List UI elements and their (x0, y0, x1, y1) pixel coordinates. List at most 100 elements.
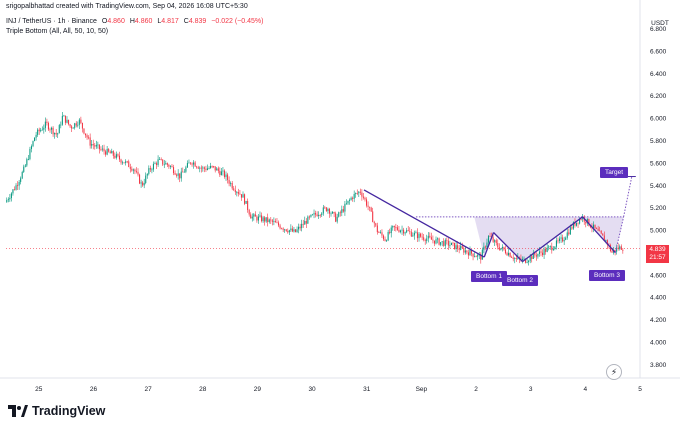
candle-body (264, 217, 266, 222)
candle-body (26, 159, 28, 166)
candle-body (558, 238, 561, 241)
candle-body (20, 178, 22, 182)
candle-body (169, 166, 171, 167)
candle-body (579, 218, 581, 224)
candle-body (146, 173, 148, 176)
candle-body (171, 166, 173, 168)
tradingview-logo-icon (8, 405, 28, 417)
candle-body (600, 230, 602, 234)
price-tick-label: 5.600 (650, 160, 667, 167)
candle-body (528, 260, 530, 263)
candle-body (237, 192, 239, 194)
candle-body (328, 208, 331, 214)
candle-body (273, 221, 275, 222)
brand-name: TradingView (32, 404, 106, 418)
time-tick-label: 29 (254, 386, 262, 393)
candle-body (475, 256, 477, 258)
indicator-name[interactable]: Triple Bottom (All, All, 50, 10, 50) (6, 28, 109, 35)
candle-body (30, 146, 33, 149)
candle-body (149, 168, 151, 170)
candle-body (339, 212, 341, 214)
candle-body (540, 251, 542, 253)
candle-body (200, 167, 202, 169)
price-tick-label: 5.200 (650, 205, 667, 212)
candle-body (481, 249, 483, 260)
candle-body (156, 163, 158, 165)
candle-body (285, 229, 287, 232)
candle-body (580, 218, 582, 220)
candle-body (307, 216, 309, 224)
candle-body (563, 239, 565, 242)
candle-body (186, 163, 188, 168)
candle-body (77, 124, 79, 126)
candle-body (486, 242, 488, 248)
candle-body (311, 214, 314, 216)
candle-body (51, 127, 53, 130)
candle-body (313, 213, 315, 215)
candle-body (443, 241, 445, 246)
candle-body (310, 214, 312, 217)
candle-body (534, 252, 536, 256)
candle-body (545, 248, 547, 252)
candle-body (537, 253, 539, 257)
candle-body (165, 163, 167, 165)
candle-body (262, 217, 264, 222)
candle-body (89, 137, 91, 146)
candle-body (416, 232, 419, 239)
symbol-name[interactable]: INJ / TetherUS · 1h · Binance (6, 18, 97, 25)
candle-body (305, 221, 307, 224)
candle-body (555, 240, 557, 247)
candle-body (551, 246, 553, 251)
low-value: 4.817 (161, 18, 179, 25)
time-tick-label: 28 (199, 386, 207, 393)
candle-body (126, 161, 128, 163)
candle-body (7, 199, 9, 201)
candle-body (41, 129, 43, 131)
candle-body (427, 235, 429, 239)
target-label: Target (600, 167, 629, 178)
candle-body (407, 230, 409, 232)
candle-body (64, 115, 66, 123)
candle-body (180, 171, 182, 179)
candle-body (546, 247, 548, 252)
candle-body (617, 247, 619, 249)
candle-body (216, 168, 218, 171)
candle-body (373, 222, 375, 224)
candle-body (322, 207, 324, 214)
candle-body (114, 155, 116, 158)
candle-body (220, 171, 222, 176)
price-tick-label: 5.400 (650, 183, 667, 190)
candle-body (142, 182, 144, 186)
currency-label: USDT (651, 20, 669, 27)
candle-body (382, 235, 385, 240)
candle-body (151, 169, 153, 171)
candle-body (356, 193, 358, 194)
candle-body (467, 252, 469, 256)
candle-body (461, 246, 463, 248)
candle-body (27, 159, 29, 160)
candle-body (438, 238, 440, 245)
candle-body (86, 135, 88, 138)
candle-body (332, 212, 334, 214)
candle-body (205, 168, 207, 170)
candle-body (294, 229, 297, 232)
candle-body (386, 240, 388, 242)
candle-body (234, 189, 236, 193)
candle-body (80, 119, 82, 123)
candle-body (259, 215, 261, 217)
candle-body (449, 244, 451, 246)
lightning-icon[interactable]: ⚡ (606, 364, 622, 380)
candle-body (13, 189, 16, 191)
candle-body (208, 167, 210, 169)
candle-body (290, 228, 292, 231)
candle-body (222, 170, 224, 172)
candle-body (437, 238, 439, 240)
candle-body (91, 144, 93, 146)
candle-body (469, 249, 471, 256)
candle-body (511, 256, 513, 258)
candle-body (404, 232, 406, 234)
candle-body (148, 168, 150, 174)
tradingview-logo: TradingView (8, 404, 105, 418)
candle-body (227, 174, 229, 180)
